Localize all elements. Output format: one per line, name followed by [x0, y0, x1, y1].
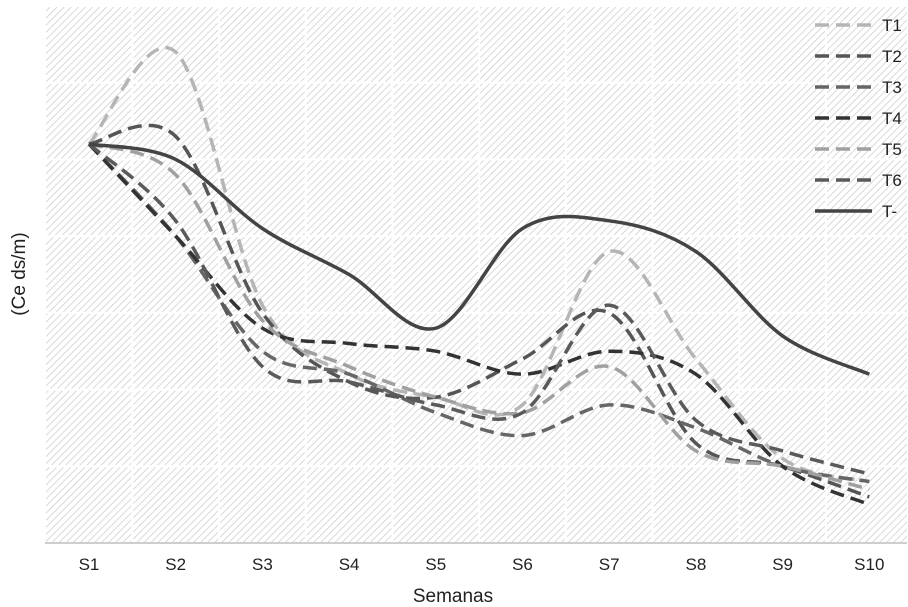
- series-line-t3: [87, 142, 870, 484]
- x-tick-label: S8: [686, 555, 707, 574]
- legend-label: T2: [882, 47, 902, 66]
- x-tick-label: S7: [599, 555, 620, 574]
- x-tick-label: S1: [79, 555, 100, 574]
- legend-label: T3: [882, 78, 902, 97]
- series-line-t: [88, 142, 871, 376]
- x-tick-label: S6: [512, 555, 533, 574]
- x-tick-label: S3: [252, 555, 273, 574]
- x-tick-label: S2: [165, 555, 186, 574]
- y-axis-title: (Ce ds/m): [9, 232, 30, 315]
- grid-lines: [44, 5, 907, 544]
- series-line-t5: [88, 142, 870, 491]
- x-tick-label: S5: [425, 555, 446, 574]
- legend-label: T4: [882, 109, 902, 128]
- x-tick-labels: S1 S2 S3 S4 S5 S6 S7 S8 S9 S10: [79, 555, 885, 574]
- legend-label: T6: [882, 171, 902, 190]
- series-line-t6: [87, 142, 870, 476]
- legend-label: T-: [882, 202, 897, 221]
- series-layer: [87, 46, 871, 507]
- legend-label: T1: [882, 16, 902, 35]
- x-tick-label: S10: [854, 555, 884, 574]
- plot-area: [45, 6, 907, 543]
- legend-label: T5: [882, 140, 902, 159]
- legend: T1 T2 T3 T4 T5 T6 T-: [815, 16, 902, 221]
- x-tick-label: S9: [772, 555, 793, 574]
- x-axis-title: Semanas: [413, 586, 493, 607]
- x-tick-label: S4: [339, 555, 360, 574]
